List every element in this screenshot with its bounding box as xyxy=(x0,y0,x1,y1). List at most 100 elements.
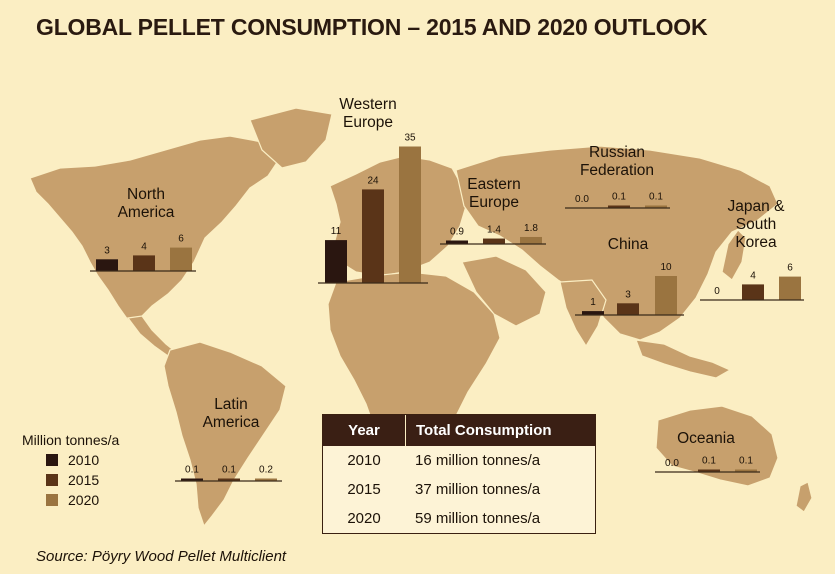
table-cell: 59 million tonnes/a xyxy=(415,510,541,527)
bar-2015 xyxy=(617,303,639,315)
bar-2010 xyxy=(325,240,347,283)
asia-landmass xyxy=(455,145,779,341)
bar-2020 xyxy=(735,469,757,472)
table-row: 2015 37 million tonnes/a xyxy=(323,475,595,504)
legend-item-2015: 2015 xyxy=(46,472,119,488)
bar-value-label: 0.1 xyxy=(185,465,199,476)
bar-value-label: 3 xyxy=(104,245,110,256)
legend-title: Million tonnes/a xyxy=(22,432,120,448)
region-label-russian-federation: Russian Federation xyxy=(579,144,655,179)
bar-value-label: 6 xyxy=(787,263,793,274)
table-header-cell: Year xyxy=(323,415,406,446)
legend-item-2020: 2020 xyxy=(46,492,119,508)
bar-value-label: 35 xyxy=(404,133,416,144)
legend-swatch xyxy=(46,454,58,466)
table-header-cell: Total Consumption xyxy=(416,422,552,439)
bar-value-label: 1 xyxy=(590,297,596,308)
bar-value-label: 4 xyxy=(141,241,147,252)
southeast-asia-landmass xyxy=(635,339,732,379)
greenland-landmass xyxy=(249,107,333,169)
japan-landmass xyxy=(721,229,747,281)
central-america-landmass xyxy=(126,315,178,357)
region-label-western-europe: Western Europe xyxy=(339,96,397,131)
legend-label: 2020 xyxy=(68,492,100,508)
bar-value-label: 24 xyxy=(367,175,379,186)
bar-group-china: 1 3 10 xyxy=(575,262,684,316)
bar-2020 xyxy=(645,205,667,208)
table-row: 2010 16 million tonnes/a xyxy=(323,446,595,475)
bar-2020 xyxy=(779,276,801,300)
total-consumption-table: Year Total Consumption 2010 16 million t… xyxy=(322,414,596,534)
bar-value-label: 0 xyxy=(714,286,720,297)
bar-value-label: 0.9 xyxy=(450,226,464,237)
bar-2015 xyxy=(608,205,630,208)
bar-group-western-europe: 11 24 35 xyxy=(318,133,428,284)
bar-2020 xyxy=(255,478,277,481)
australia-landmass xyxy=(655,405,779,487)
bar-2015 xyxy=(362,189,384,283)
bar-2020 xyxy=(399,146,421,283)
bar-value-label: 0.1 xyxy=(702,456,716,467)
bar-value-label: 0.1 xyxy=(222,465,236,476)
table-cell: 2020 xyxy=(347,510,381,527)
legend-label: 2010 xyxy=(68,452,100,468)
chart-title: GLOBAL PELLET CONSUMPTION – 2015 AND 202… xyxy=(36,14,708,40)
new-zealand-landmass xyxy=(795,481,813,513)
bar-2010 xyxy=(181,478,203,481)
bar-group-north-america: 3 4 6 xyxy=(90,234,196,272)
bar-2010 xyxy=(582,311,604,315)
bar-2010 xyxy=(446,240,468,244)
region-label-china: China xyxy=(607,236,649,253)
bar-value-label: 0.2 xyxy=(259,465,273,476)
region-label-eastern-europe: Eastern Europe xyxy=(467,176,521,211)
south-america-landmass xyxy=(163,341,287,528)
bar-value-label: 3 xyxy=(625,289,631,300)
region-label-oceania: Oceania xyxy=(677,430,735,447)
table-cell: 2010 xyxy=(347,452,381,469)
region-label-latin-america: Latin America xyxy=(202,396,260,431)
legend-swatch xyxy=(46,494,58,506)
europe-landmass xyxy=(329,155,467,277)
bar-2015 xyxy=(698,469,720,472)
table-cell: 2015 xyxy=(347,481,381,498)
table-cell: 37 million tonnes/a xyxy=(415,481,541,498)
bar-value-label: 0.0 xyxy=(575,194,589,205)
bar-group-oceania: 0.0 0.1 0.1 xyxy=(655,456,760,473)
source-note: Source: Pöyry Wood Pellet Multiclient xyxy=(36,548,287,565)
bar-2015 xyxy=(133,255,155,271)
bar-2020 xyxy=(170,247,192,271)
bar-2015 xyxy=(483,238,505,244)
legend-swatch xyxy=(46,474,58,486)
bar-2015 xyxy=(742,284,764,300)
legend-item-2010: 2010 xyxy=(46,452,119,468)
legend: Million tonnes/a 2010 2015 2020 xyxy=(22,432,119,508)
legend-label: 2015 xyxy=(68,472,100,488)
north-america-landmass xyxy=(29,135,281,321)
bar-value-label: 0.1 xyxy=(612,192,626,203)
bar-value-label: 11 xyxy=(331,226,342,237)
table-row: 2020 59 million tonnes/a xyxy=(323,504,595,533)
region-label-japan-south-korea: Japan & South Korea xyxy=(727,198,785,251)
bar-group-latin-america: 0.1 0.1 0.2 xyxy=(175,465,282,482)
bar-value-label: 4 xyxy=(750,270,756,281)
table-cell: 16 million tonnes/a xyxy=(415,452,541,469)
bar-2020 xyxy=(520,236,542,244)
bar-value-label: 0.0 xyxy=(665,458,679,469)
bar-group-eastern-europe: 0.9 1.4 1.8 xyxy=(440,223,546,245)
bar-value-label: 6 xyxy=(178,234,184,245)
bar-value-label: 0.1 xyxy=(649,192,663,203)
bar-group-russian-federation: 0.0 0.1 0.1 xyxy=(565,192,670,209)
bar-value-label: 1.8 xyxy=(524,223,538,234)
bar-value-label: 1.4 xyxy=(487,225,501,236)
bar-group-japan-south-korea: 0 4 6 xyxy=(700,263,804,301)
bar-value-label: 0.1 xyxy=(739,456,753,467)
bar-2015 xyxy=(218,478,240,481)
bar-value-label: 10 xyxy=(660,262,672,273)
bar-2020 xyxy=(655,276,677,315)
region-label-north-america: North America xyxy=(117,186,175,221)
table-header: Year Total Consumption xyxy=(323,415,595,446)
middle-east-landmass xyxy=(461,255,547,327)
bar-2010 xyxy=(96,259,118,271)
